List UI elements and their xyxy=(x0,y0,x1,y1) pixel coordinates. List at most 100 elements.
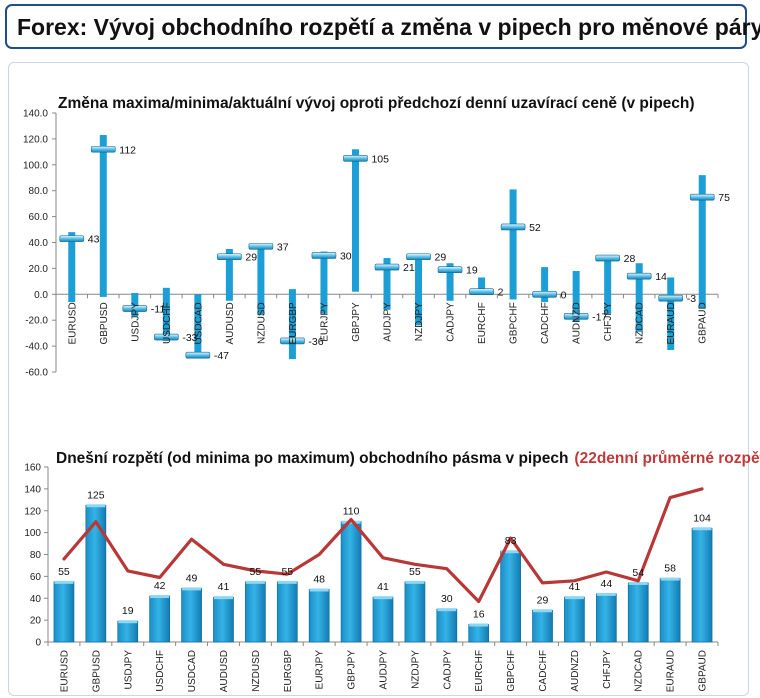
chart1-y-tick-label: 100.0 xyxy=(23,160,48,171)
chart2-x-tick-label: EURJPY xyxy=(315,650,326,690)
chart1-range-bar xyxy=(99,135,107,297)
chart2-data-label: 19 xyxy=(122,605,134,617)
chart1-range-bar xyxy=(478,277,486,295)
chart2-x-tick-label: GBPAUD xyxy=(698,650,709,692)
chart1-x-tick-label: NZDUSD xyxy=(256,302,267,344)
chart1-x-tick-label: NZDJPY xyxy=(414,302,425,341)
chart2-data-label: 42 xyxy=(154,580,166,592)
chart2-x-tick-label: GBPJPY xyxy=(347,650,358,690)
chart1-current-marker xyxy=(500,223,526,231)
chart1-range-bar xyxy=(131,293,139,317)
charts-panel xyxy=(8,62,749,696)
chart1-range-bar xyxy=(635,263,643,332)
chart1-current-marker xyxy=(59,235,85,242)
chart2-data-label: 58 xyxy=(664,563,676,575)
chart1-x-tick-label: EURAUD xyxy=(666,302,677,344)
chart1-data-label: 29 xyxy=(435,252,447,264)
chart1-x-tick-label: EURGBP xyxy=(288,302,299,345)
chart2-bar-cap xyxy=(373,596,393,600)
chart2-title-main: Dnešní rozpětí (od minima po maximum) ob… xyxy=(56,450,568,467)
chart1-current-marker xyxy=(595,254,620,262)
chart2-data-label: 104 xyxy=(693,512,711,524)
chart1-data-label: -3 xyxy=(687,293,696,305)
chart2-bar xyxy=(53,581,75,643)
chart2-bar-cap xyxy=(564,596,584,600)
chart1-data-label: 28 xyxy=(624,253,636,265)
chart1-data-label: 112 xyxy=(119,144,136,156)
chart1-x-tick-label: GBPUSD xyxy=(99,302,110,344)
title-box: Forex: Vývoj obchodního rozpětí a změna … xyxy=(5,4,760,49)
chart2-bar-cap xyxy=(118,620,138,624)
chart2-title: Dnešní rozpětí (od minima po maximum) ob… xyxy=(56,450,760,467)
chart1-x-tick-label: CHFJPY xyxy=(603,302,614,341)
chart1-x-tick-label: EURUSD xyxy=(67,302,78,344)
chart2-x-tick-label: USDCAD xyxy=(187,650,198,692)
chart2-data-label: 44 xyxy=(600,578,612,590)
chart2-y-tick-label: 40 xyxy=(30,594,42,605)
chart1-data-label: 75 xyxy=(718,192,730,204)
chart2-data-label: 55 xyxy=(281,566,293,578)
chart1-y-tick-label: 80.0 xyxy=(29,186,49,197)
chart1-current-marker xyxy=(689,193,715,201)
chart1-data-label: 30 xyxy=(340,250,352,262)
chart1-current-marker xyxy=(280,337,305,345)
chart1-range-bar xyxy=(604,256,612,314)
chart2-bar xyxy=(564,596,585,643)
chart1-y-tick-label: -60.0 xyxy=(25,368,48,379)
chart2-bar-cap xyxy=(182,587,202,591)
chart2-data-label: 83 xyxy=(505,535,517,547)
chart1-range-bar xyxy=(320,251,328,314)
chart2-data-label: 55 xyxy=(250,566,262,578)
chart1-current-marker xyxy=(626,272,652,280)
chart1-x-tick-label: USDCAD xyxy=(193,302,204,344)
chart2-x-tick-label: CADCHF xyxy=(538,650,549,692)
chart2-data-label: 48 xyxy=(313,574,325,586)
chart2-bar xyxy=(213,596,234,643)
chart2-y-tick-label: 100 xyxy=(24,528,41,539)
chart1-range-bar xyxy=(698,175,706,309)
chart1-range-bar xyxy=(194,294,202,357)
chart1-x-tick-label: EURJPY xyxy=(319,302,330,342)
chart1-y-tick-label: 120.0 xyxy=(23,134,48,145)
chart2-bar xyxy=(659,578,681,643)
chart2-bar xyxy=(85,504,107,643)
chart1-range-bar xyxy=(572,270,580,322)
chart1-range-bar xyxy=(225,248,233,301)
chart1-data-label: 21 xyxy=(403,262,415,274)
chart1-current-marker xyxy=(563,313,589,320)
chart2-x-tick-label: AUDUSD xyxy=(219,650,230,692)
chart2-y-tick-label: 60 xyxy=(30,572,42,583)
chart2-bar xyxy=(276,581,298,643)
chart1-y-tick-label: 20.0 xyxy=(29,264,49,275)
chart2-x-tick-label: EURUSD xyxy=(59,650,70,692)
chart2-x-tick-label: AUDNZD xyxy=(570,650,581,692)
chart1-x-tick-label: AUDNZD xyxy=(572,302,583,344)
chart1-current-marker xyxy=(406,253,431,261)
chart2-x-tick-label: CADJPY xyxy=(442,650,453,690)
chart1-x-tick-label: AUDJPY xyxy=(383,302,394,342)
chart2-data-label: 41 xyxy=(377,581,389,593)
chart2-bar xyxy=(308,589,330,643)
chart2-y-tick-label: 120 xyxy=(24,506,41,517)
chart1-x-tick-label: EURCHF xyxy=(477,302,488,344)
chart1-data-label: -17 xyxy=(592,311,607,323)
chart2-data-label: 41 xyxy=(569,581,581,593)
chart1-range-bar xyxy=(383,258,391,310)
chart1-title: Změna maxima/minima/aktuální vývoj oprot… xyxy=(58,95,695,112)
chart1-data-label: 43 xyxy=(88,234,100,246)
chart2-y-tick-label: 160 xyxy=(24,463,41,474)
chart2-bar-cap xyxy=(628,581,648,585)
chart2-bar xyxy=(595,593,617,643)
chart2-bar xyxy=(149,595,171,643)
chart2-bar xyxy=(245,581,266,643)
chart1-x-tick-label: USDCHF xyxy=(162,302,173,344)
chart2-bar-cap xyxy=(437,608,457,612)
chart1-data-label: -47 xyxy=(214,350,229,362)
chart2-bar-cap xyxy=(596,592,616,596)
chart2-x-tick-label: NZDUSD xyxy=(251,650,262,692)
chart2-x-tick-label: AUDJPY xyxy=(379,650,390,690)
chart1-current-marker xyxy=(374,263,400,271)
chart1-x-tick-label: USDJPY xyxy=(130,302,141,342)
chart2-x-tick-label: USDCHF xyxy=(155,650,166,692)
